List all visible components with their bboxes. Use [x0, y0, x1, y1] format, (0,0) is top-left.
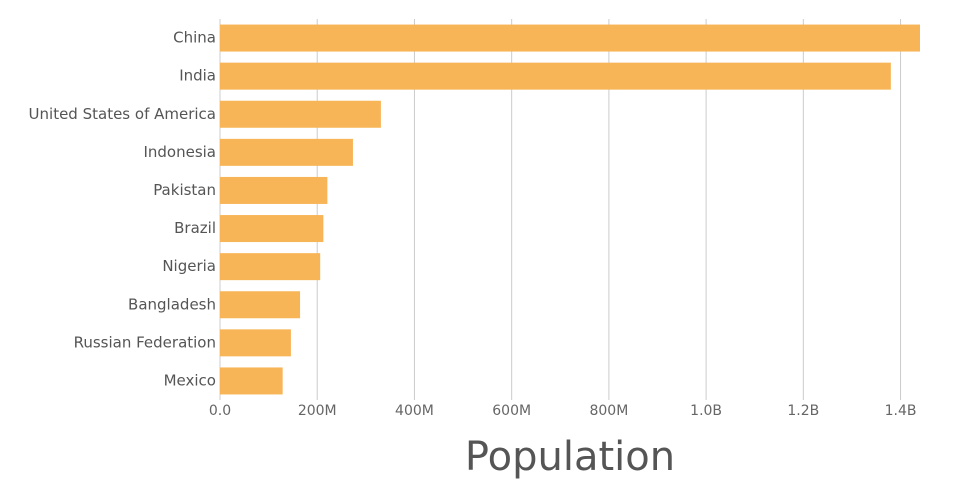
- category-label: China: [173, 29, 216, 47]
- category-label: Bangladesh: [128, 295, 216, 313]
- category-label: Nigeria: [162, 257, 216, 275]
- x-tick-label: 800M: [589, 403, 628, 419]
- bar: [220, 329, 291, 357]
- category-label: India: [179, 67, 216, 85]
- bar: [220, 367, 283, 395]
- x-tick-label: 600M: [492, 403, 531, 419]
- x-axis-title: Population: [465, 434, 675, 480]
- x-tick-label: 1.4B: [885, 403, 917, 419]
- x-tick-label: 1.2B: [787, 403, 819, 419]
- bar: [220, 100, 381, 128]
- bar: [220, 24, 920, 52]
- bar: [220, 291, 301, 319]
- category-label: Brazil: [174, 219, 216, 237]
- category-label: Russian Federation: [74, 333, 216, 351]
- bar: [220, 176, 328, 204]
- bars: [220, 24, 920, 395]
- category-label: Pakistan: [153, 181, 216, 199]
- category-labels: China India United States of America Indone…: [29, 29, 216, 390]
- x-tick-label: 400M: [395, 403, 434, 419]
- category-label: Mexico: [164, 371, 216, 389]
- bar: [220, 62, 891, 90]
- bar: [220, 138, 353, 166]
- category-label: United States of America: [29, 105, 216, 123]
- x-tick-label: 200M: [298, 403, 337, 419]
- x-tick-label: 1.0B: [690, 403, 722, 419]
- bar: [220, 215, 324, 243]
- x-tick-label: 0.0: [209, 403, 231, 419]
- bar: [220, 253, 321, 281]
- x-tick-labels: 0.0 200M 400M 600M 800M 1.0B 1.2B 1.4B: [209, 403, 917, 419]
- category-label: Indonesia: [143, 143, 216, 161]
